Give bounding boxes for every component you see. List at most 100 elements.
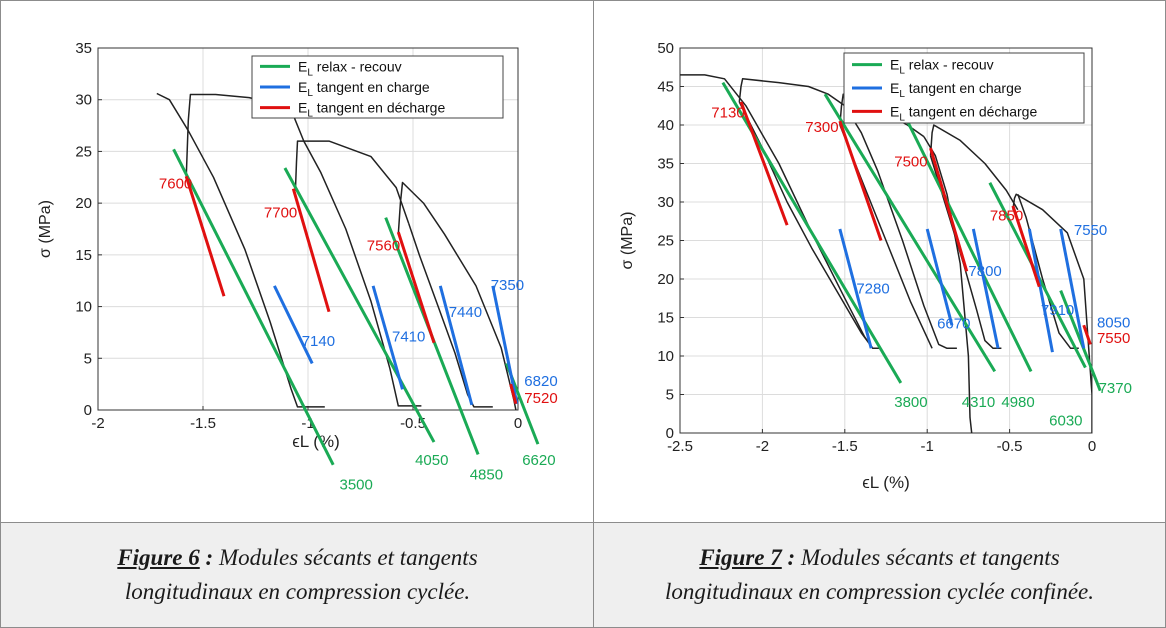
- modulus-value-label: 7140: [302, 333, 335, 350]
- modulus-value-label: 7550: [1097, 330, 1130, 347]
- legend-subscript: L: [307, 109, 313, 120]
- stress-strain-curve: [929, 155, 1002, 350]
- x-tick-label: -1.5: [190, 415, 216, 432]
- modulus-value-label: 7500: [894, 154, 927, 171]
- y-tick-label: 5: [666, 387, 674, 404]
- modulus-value-label: 3500: [340, 477, 373, 494]
- relax-modulus-line: [172, 148, 335, 466]
- legend-box: [251, 55, 504, 119]
- modulus-value-label: 6670: [937, 315, 970, 332]
- x-axis-label: ϵL (%): [292, 432, 340, 451]
- y-tick-label: 25: [75, 143, 92, 160]
- charge-modulus-line: [1059, 228, 1086, 349]
- figure-7-panel: -2.5 -2 -1.5 -1 -0.5 0 0 5 10 15 20 25 30 35 40 45 50 σ (…: [593, 0, 1166, 523]
- relax-modulus-line: [283, 167, 436, 443]
- x-tick-label: -1.5: [832, 438, 858, 455]
- y-tick-label: 40: [657, 117, 674, 134]
- legend-text: tangent en décharge: [313, 100, 446, 116]
- x-tick-label: 0: [514, 415, 522, 432]
- modulus-value-label: 7550: [1074, 222, 1107, 239]
- modulus-value-label: 7440: [449, 304, 482, 321]
- figure-7-caption-line1: Modules sécants et tangents: [800, 545, 1060, 570]
- x-tick-label: -2: [756, 438, 769, 455]
- legend-subscript: L: [307, 88, 313, 99]
- stress-strain-curve: [1017, 194, 1079, 350]
- modulus-value-label: 3800: [894, 394, 927, 411]
- legend-symbol: E: [890, 57, 899, 73]
- figure-7-caption-line2: longitudinaux en compression cyclée conf…: [665, 579, 1094, 604]
- x-tick-label: -1: [921, 438, 934, 455]
- modulus-value-label: 6820: [524, 373, 557, 390]
- decharge-modulus-line: [291, 188, 331, 313]
- legend-entry-decharge: EL tangent en décharge: [890, 103, 1037, 123]
- figure-6-caption-cell: Figure 6 : Modules sécants et tangents l…: [0, 522, 594, 628]
- figure-6-caption: Figure 6 : Modules sécants et tangents l…: [1, 541, 594, 609]
- figure-6-separator: :: [199, 545, 219, 570]
- decharge-modulus-line: [184, 175, 226, 297]
- charge-modulus-line: [1027, 228, 1054, 353]
- decharge-modulus-line: [396, 231, 436, 344]
- decharge-modulus-line: [838, 120, 883, 241]
- charge-modulus-line: [971, 228, 1000, 349]
- modulus-value-label: 7560: [367, 238, 400, 255]
- y-tick-label: 20: [657, 271, 674, 288]
- figure-6-caption-line2: longitudinaux en compression cyclée.: [124, 579, 471, 604]
- legend-text: tangent en charge: [313, 79, 430, 95]
- modulus-value-label: 7350: [491, 277, 524, 294]
- decharge-modulus-line: [1011, 205, 1041, 288]
- charge-modulus-line: [273, 285, 314, 365]
- stress-strain-curve: [397, 181, 517, 410]
- figure-7-separator: :: [781, 545, 801, 570]
- y-tick-label: 10: [657, 348, 674, 365]
- modulus-value-label: 7280: [856, 281, 889, 298]
- figure-7-caption-cell: Figure 7 : Modules sécants et tangents l…: [593, 522, 1166, 628]
- y-tick-label: 15: [657, 310, 674, 327]
- modulus-value-label: 7300: [805, 119, 838, 136]
- y-axis-label: σ (MPa): [37, 200, 54, 258]
- y-tick-label: 30: [657, 194, 674, 211]
- modulus-value-label: 7700: [264, 205, 297, 222]
- legend-text: relax - recouv: [313, 58, 402, 74]
- charge-modulus-line: [371, 285, 404, 390]
- decharge-modulus-line: [929, 147, 969, 272]
- stress-strain-curves: [156, 92, 517, 410]
- y-tick-label: 35: [657, 156, 674, 173]
- modulus-value-label: 7850: [990, 207, 1023, 224]
- modulus-value-label: 4050: [415, 452, 448, 469]
- figure-7-label: Figure 7: [699, 545, 782, 570]
- stress-strain-curve: [738, 78, 846, 107]
- y-tick-label: 15: [75, 247, 92, 264]
- modulus-value-label: 4310: [962, 394, 995, 411]
- x-tick-label: -0.5: [400, 415, 426, 432]
- y-tick-label: 20: [75, 195, 92, 212]
- legend-entry-decharge: EL tangent en décharge: [298, 100, 445, 120]
- x-tick-label: -0.5: [997, 438, 1023, 455]
- chart-legend: EL relax - recouv EL tangent en chargeEL …: [251, 55, 504, 120]
- stress-strain-curve: [294, 140, 410, 225]
- modulus-value-label: 7800: [968, 263, 1001, 280]
- modulus-value-label: 6620: [522, 452, 555, 469]
- stress-strain-curve: [923, 136, 973, 433]
- decharge-modulus-line: [739, 101, 789, 226]
- modulus-value-label: 7910: [1041, 302, 1074, 319]
- relax-modulus-line: [1059, 289, 1102, 392]
- legend-entry-charge: EL tangent en charge: [298, 79, 430, 99]
- decharge-modulus-line: [1082, 324, 1092, 345]
- legend-symbol: E: [890, 80, 899, 96]
- x-axis-label: ϵL (%): [862, 473, 910, 492]
- y-tick-label: 5: [84, 350, 92, 367]
- charge-modulus-line: [925, 228, 954, 326]
- stress-strain-curve: [408, 223, 493, 408]
- stress-strain-curve: [156, 92, 325, 408]
- legend-text: relax - recouv: [905, 57, 994, 73]
- legend-text: tangent en décharge: [905, 103, 1038, 119]
- modulus-value-label: 7370: [1099, 380, 1132, 397]
- y-tick-label: 50: [657, 40, 674, 57]
- legend-subscript: L: [899, 112, 905, 123]
- decharge-modulus-line: [509, 383, 518, 405]
- legend-symbol: E: [298, 100, 307, 116]
- figure-7-chart: -2.5 -2 -1.5 -1 -0.5 0 0 5 10 15 20 25 30 35 40 45 50 σ (…: [619, 40, 1132, 492]
- x-tick-label: -2.5: [667, 438, 693, 455]
- modulus-value-label: 7130: [711, 104, 744, 121]
